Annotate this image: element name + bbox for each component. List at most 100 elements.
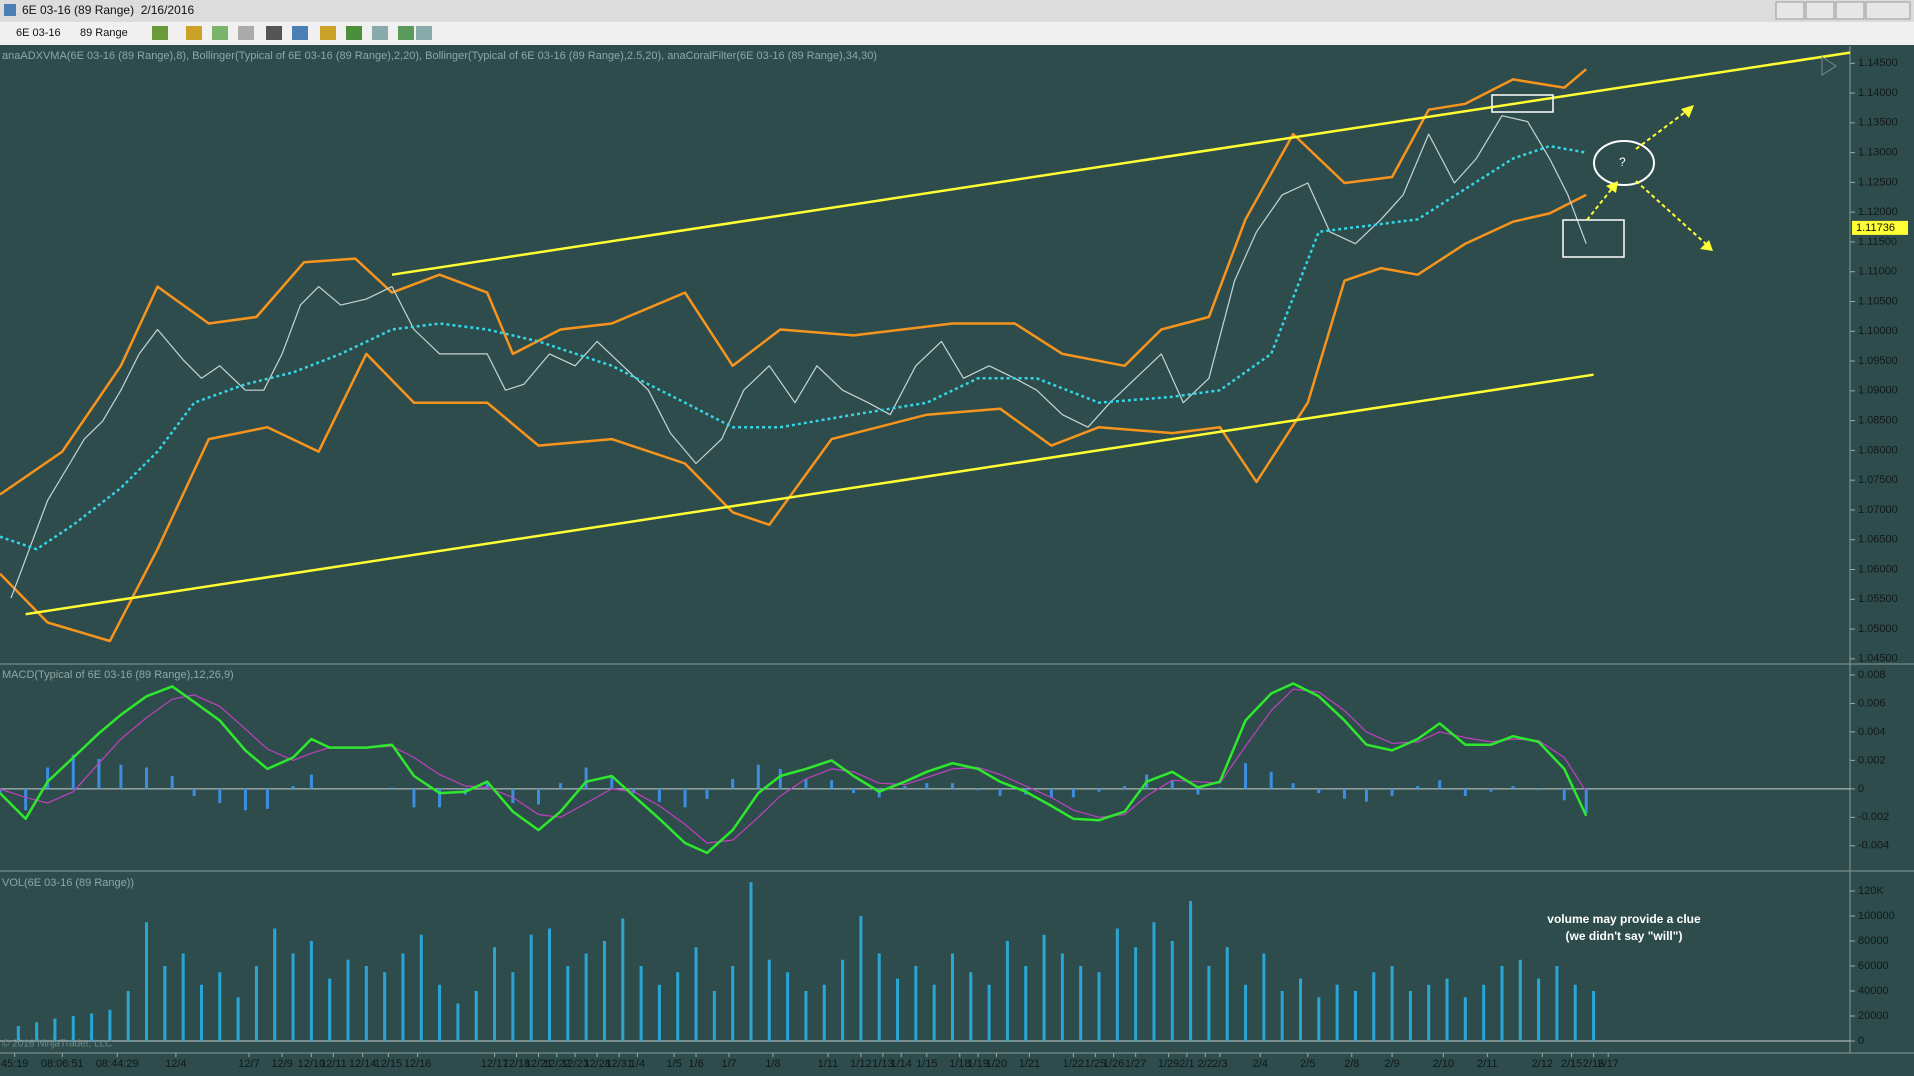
x-tick-label: 12/23 (561, 1058, 589, 1070)
bar (705, 788, 709, 799)
panel-title: anaADXVMA(6E 03-16 (89 Range),8), Bollin… (2, 50, 877, 62)
minimize-button[interactable] (1775, 1, 1805, 20)
toolbar (0, 22, 1914, 45)
bar (584, 953, 588, 1041)
y-tick-label: 1.08500 (1858, 415, 1898, 427)
bar (108, 1009, 112, 1041)
x-tick-label: 2/4 (1253, 1058, 1268, 1070)
x-tick-label: 1/14 (890, 1058, 911, 1070)
y-tick-label: 1.05000 (1858, 623, 1898, 635)
x-tick-label: 2/2 (1198, 1058, 1213, 1070)
bar (1269, 771, 1273, 789)
bar (1555, 966, 1559, 1041)
draw-tool-button[interactable] (186, 26, 202, 40)
bar (145, 922, 149, 1041)
x-tick-label: 2/10 (1433, 1058, 1454, 1070)
bar (291, 786, 295, 789)
x-tick-label: 2/3 (1212, 1058, 1227, 1070)
bar (830, 780, 834, 789)
bar (925, 783, 929, 789)
bar (181, 953, 185, 1041)
bar (859, 916, 863, 1041)
bar (0, 788, 2, 794)
bar (1427, 984, 1431, 1041)
arrow (1635, 180, 1707, 245)
bar (712, 991, 716, 1041)
bar (90, 1013, 94, 1041)
y-tick-label: 0.008 (1858, 669, 1886, 681)
instrument-selector[interactable]: 6E 03-16 (16, 27, 61, 39)
bar (1280, 991, 1284, 1041)
x-tick-label: 1/21 (1019, 1058, 1040, 1070)
properties-button[interactable] (320, 26, 336, 40)
bar (950, 953, 954, 1041)
bar (309, 941, 313, 1041)
y-tick-label: 1.09000 (1858, 385, 1898, 397)
bar (676, 972, 680, 1041)
bar (632, 788, 636, 794)
bar (1244, 984, 1248, 1041)
bar (1342, 788, 1346, 799)
y-tick-label: 1.11000 (1858, 266, 1897, 278)
bar (126, 991, 130, 1041)
y-tick-label: 1.14500 (1858, 57, 1898, 69)
bar (1562, 788, 1566, 801)
line-series (0, 682, 1588, 855)
x-tick-label: 1/13 (872, 1058, 893, 1070)
bar (511, 972, 515, 1041)
chart-trader-button[interactable] (372, 26, 388, 40)
x-tick-label: 1/11 (818, 1058, 839, 1070)
zoom-button[interactable] (292, 26, 308, 40)
bar (119, 764, 123, 789)
line-series (0, 68, 1588, 496)
x-tick-label: 1/7 (721, 1058, 736, 1070)
bar (1262, 953, 1266, 1041)
bar (877, 788, 881, 798)
arrow-head (1700, 240, 1713, 251)
y-tick-label: 20000 (1858, 1010, 1889, 1022)
bar-type-button[interactable] (152, 26, 168, 40)
bar (485, 783, 489, 789)
bar (584, 767, 588, 789)
period-selector[interactable]: 89 Range (80, 27, 128, 39)
x-tick-label: 12/4 (165, 1058, 186, 1070)
remove-tool-button[interactable] (238, 26, 254, 40)
bar (456, 1003, 460, 1041)
arrow-head (1681, 105, 1694, 118)
x-tick-label: 12/15 (375, 1058, 403, 1070)
y-tick-label: 1.10500 (1858, 295, 1898, 307)
bar (412, 788, 416, 808)
bar (328, 978, 332, 1041)
arrow (1586, 185, 1615, 221)
bar (969, 972, 973, 1041)
bar (731, 966, 735, 1041)
bar (976, 788, 980, 791)
x-tick-label: 1/5 (666, 1058, 681, 1070)
bar (1317, 997, 1321, 1041)
bar (511, 788, 515, 804)
crosshair-button[interactable] (266, 26, 282, 40)
indicators-button[interactable] (416, 26, 432, 40)
restore-button[interactable] (1805, 1, 1835, 20)
y-tick-label: 1.06000 (1858, 563, 1898, 575)
bar (1390, 788, 1394, 796)
bar (309, 774, 313, 789)
x-tick-label: 12/31 (605, 1058, 633, 1070)
bar (1218, 787, 1222, 789)
maximize-button[interactable] (1835, 1, 1865, 20)
bar (401, 953, 405, 1041)
strategy-button[interactable] (346, 26, 362, 40)
scroll-end-icon[interactable] (1821, 56, 1837, 76)
add-tool-button[interactable] (212, 26, 228, 40)
data-box-button[interactable] (398, 26, 414, 40)
close-button[interactable] (1865, 1, 1911, 20)
app-icon (4, 4, 16, 16)
bar (1445, 978, 1449, 1041)
x-tick-label: 1/18 (949, 1058, 970, 1070)
bar (1463, 788, 1467, 796)
y-tick-label: 0.006 (1858, 697, 1886, 709)
bar (1353, 991, 1357, 1041)
bar (71, 754, 75, 789)
last-price-box (1852, 220, 1908, 235)
